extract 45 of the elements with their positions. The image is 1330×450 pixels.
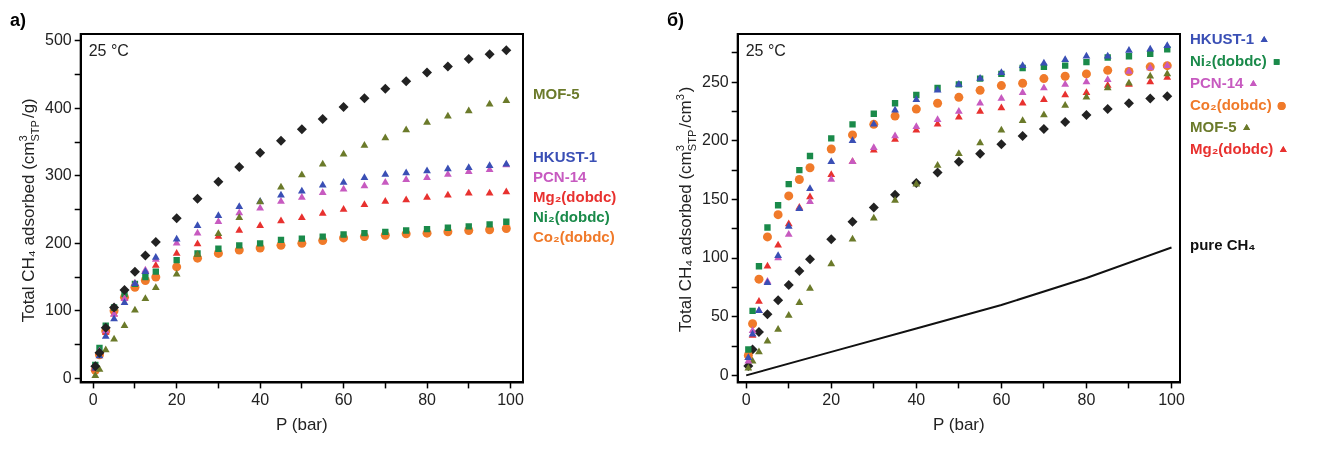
series-label: HKUST-1 xyxy=(533,148,598,166)
legend-label: Mg₂(dobdc) xyxy=(1190,140,1274,158)
y-tick-label: 250 xyxy=(701,72,729,90)
y-axis-title: Total CH₄ adsorbed (cm3STP/cm3) xyxy=(674,86,699,332)
legend-label: HKUST-1 xyxy=(1190,30,1255,48)
annotation: 25 °C xyxy=(88,42,129,59)
x-tick-label: 80 xyxy=(1077,391,1096,409)
x-axis-title: P (bar) xyxy=(276,415,328,435)
series-label: Ni₂(dobdc) xyxy=(533,208,610,226)
y-tick-label: 150 xyxy=(701,189,729,207)
series-label: Mg₂(dobdc) xyxy=(533,188,617,206)
y-tick-label: 50 xyxy=(710,307,729,325)
y-tick-label: 200 xyxy=(701,131,729,149)
legend-label: Ni₂(dobdc) xyxy=(1190,52,1267,70)
y-tick-label: 0 xyxy=(719,365,729,383)
x-tick-label: 40 xyxy=(251,391,270,409)
y-tick-label: 100 xyxy=(44,301,72,319)
y-tick-label: 0 xyxy=(62,368,72,386)
y-tick-label: 300 xyxy=(44,166,72,184)
x-tick-label: 60 xyxy=(992,391,1011,409)
legend-label: Co₂(dobdc) xyxy=(1190,96,1272,114)
x-tick-label: 100 xyxy=(497,391,524,409)
series-label: pure CH₄ xyxy=(1190,235,1256,253)
y-tick-label: 400 xyxy=(44,98,72,116)
chart-title: б) xyxy=(667,10,685,30)
chart-title: а) xyxy=(10,10,27,30)
y-axis-title: Total CH₄ adsorbed (cm3STP/g) xyxy=(17,98,42,323)
y-tick-label: 200 xyxy=(44,233,72,251)
x-tick-label: 0 xyxy=(88,391,98,409)
legend-label: MOF-5 xyxy=(1190,118,1237,136)
x-tick-label: 20 xyxy=(167,391,186,409)
x-axis-title: P (bar) xyxy=(933,415,985,435)
y-tick-label: 100 xyxy=(701,248,729,266)
x-tick-label: 20 xyxy=(822,391,841,409)
x-tick-label: 0 xyxy=(741,391,751,409)
y-tick-label: 500 xyxy=(44,31,72,49)
series-label: MOF-5 xyxy=(533,84,580,102)
x-tick-label: 100 xyxy=(1158,391,1185,409)
x-tick-label: 60 xyxy=(334,391,353,409)
x-tick-label: 80 xyxy=(418,391,437,409)
series-label: Co₂(dobdc) xyxy=(533,228,615,246)
x-tick-label: 40 xyxy=(907,391,926,409)
series-label: PCN-14 xyxy=(533,168,588,186)
legend-label: PCN-14 xyxy=(1190,74,1245,92)
annotation: 25 °C xyxy=(745,42,786,59)
